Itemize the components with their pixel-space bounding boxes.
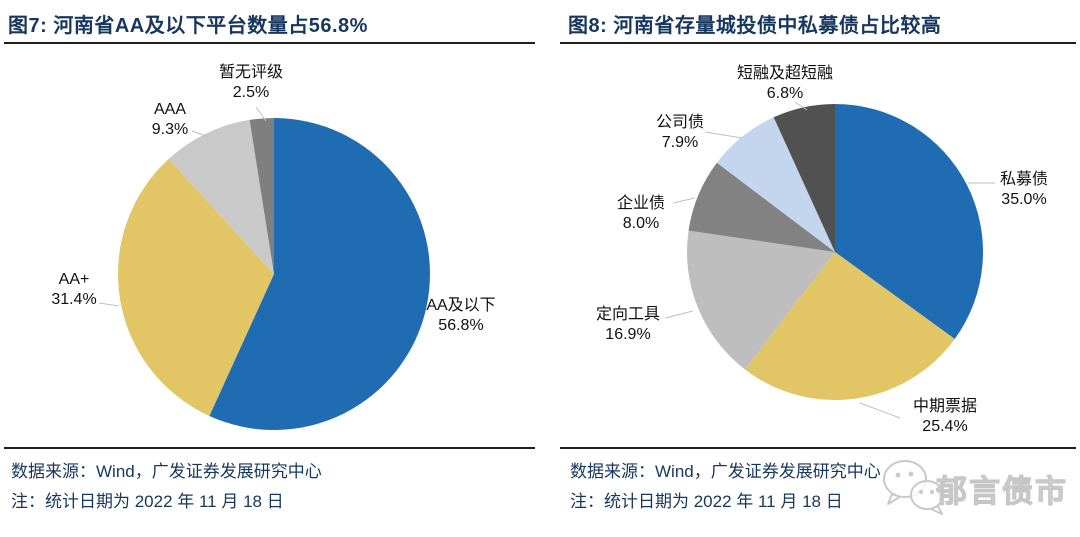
slice-name: 公司债 (655, 114, 705, 131)
pie1-svg (664, 101, 995, 419)
figure7-source-note: 数据来源：Wind，广发证券发展研究中心 (11, 462, 322, 481)
figure8-date-note: 注：统计日期为 2022 年 11 月 18 日 (570, 492, 843, 511)
figure8-title-rule (560, 42, 1076, 44)
slice-name: 中期票据 (912, 398, 978, 415)
pie0-label-2: AAA 9.3% (152, 100, 188, 140)
pie1-leader-4 (704, 131, 743, 139)
slice-percent: 7.9% (661, 134, 699, 151)
figure8-source-note: 数据来源：Wind，广发证券发展研究中心 (570, 462, 881, 481)
slice-name: 企业债 (616, 195, 666, 212)
slice-name: 短融及超短融 (736, 65, 834, 82)
figure7-footer-rule (4, 447, 535, 449)
pie1-label-2: 定向工具 16.9% (596, 305, 660, 345)
slice-name: AA及以下 (426, 297, 496, 314)
pie0-leader-1 (98, 302, 120, 307)
figure8-panel: 图8: 河南省存量城投债中私募债占比较高 私募债 35.0% 中期票据 25.4% 定向… (540, 0, 1080, 537)
pie1-label-1: 中期票据 25.4% (913, 397, 977, 437)
figure7-panel: 图7: 河南省AA及以下平台数量占56.8% AA及以下 56.8% AA+ 31.4… (4, 15, 535, 511)
pie1-label-5: 短融及超短融 6.8% (737, 64, 833, 104)
pie1-label-0: 私募债 35.0% (1000, 170, 1048, 210)
figure7-title-rule (4, 42, 535, 44)
pie0-slice-1 (117, 158, 274, 416)
slice-percent: 9.3% (151, 121, 189, 138)
slice-percent: 2.5% (232, 84, 270, 101)
slice-name: AA+ (58, 271, 90, 288)
pie0-leader-3 (255, 106, 267, 122)
slice-percent: 31.4% (51, 291, 97, 308)
pie0-leader-2 (191, 130, 210, 138)
pie0-slice-2 (168, 119, 274, 274)
pie0-slice-0 (209, 118, 430, 430)
slice-percent: 35.0% (1001, 191, 1047, 208)
pie1-label-3: 企业债 8.0% (617, 194, 665, 234)
pie1-label-4: 公司债 7.9% (656, 113, 704, 153)
slice-name: AAA (153, 101, 186, 118)
slice-percent: 25.4% (922, 418, 968, 435)
figure8-pie-chart: 私募债 35.0% 中期票据 25.4% 定向工具 16.9% 企业债 8.0% 公司债 7.9%… (540, 0, 1080, 537)
figure7-pie-chart: AA及以下 56.8% AA+ 31.4% AAA 9.3% 暂无评级 2.5% (51, 63, 496, 430)
slice-percent: 16.9% (605, 326, 651, 343)
slice-name: 定向工具 (595, 306, 661, 323)
slice-percent: 6.8% (766, 85, 804, 102)
pie1-slice-3 (688, 162, 835, 252)
slice-name: 私募债 (999, 171, 1049, 188)
figure7-date-note: 注：统计日期为 2022 年 11 月 18 日 (11, 492, 284, 511)
slice-percent: 8.0% (622, 215, 660, 232)
pie0-svg (98, 106, 430, 430)
pie0-slice-3 (249, 118, 274, 274)
pie1-slice-2 (687, 230, 835, 370)
slice-name: 暂无评级 (218, 64, 284, 81)
slice-percent: 56.8% (438, 317, 484, 334)
pie1-leader-3 (672, 197, 696, 204)
pie1-leader-2 (664, 310, 694, 319)
pie0-label-1: AA+ 31.4% (51, 270, 96, 310)
pie0-label-3: 暂无评级 2.5% (219, 63, 283, 103)
pie1-leader-5 (794, 101, 808, 111)
figure8-title: 图8: 河南省存量城投债中私募债占比较高 (568, 15, 942, 37)
pie1-slice-0 (835, 104, 983, 339)
figure8-footer-rule (560, 447, 1076, 449)
pie0-label-0: AA及以下 56.8% (426, 296, 495, 336)
pie1-slice-1 (745, 252, 955, 400)
figure7-title: 图7: 河南省AA及以下平台数量占56.8% (8, 15, 368, 37)
pie1-slice-5 (773, 104, 835, 252)
pie1-slice-4 (716, 117, 835, 252)
pie1-leader-1 (859, 402, 901, 419)
